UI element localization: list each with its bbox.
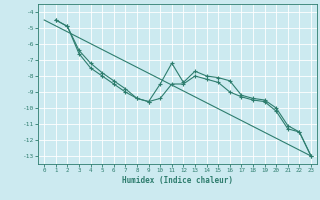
X-axis label: Humidex (Indice chaleur): Humidex (Indice chaleur) — [122, 176, 233, 185]
